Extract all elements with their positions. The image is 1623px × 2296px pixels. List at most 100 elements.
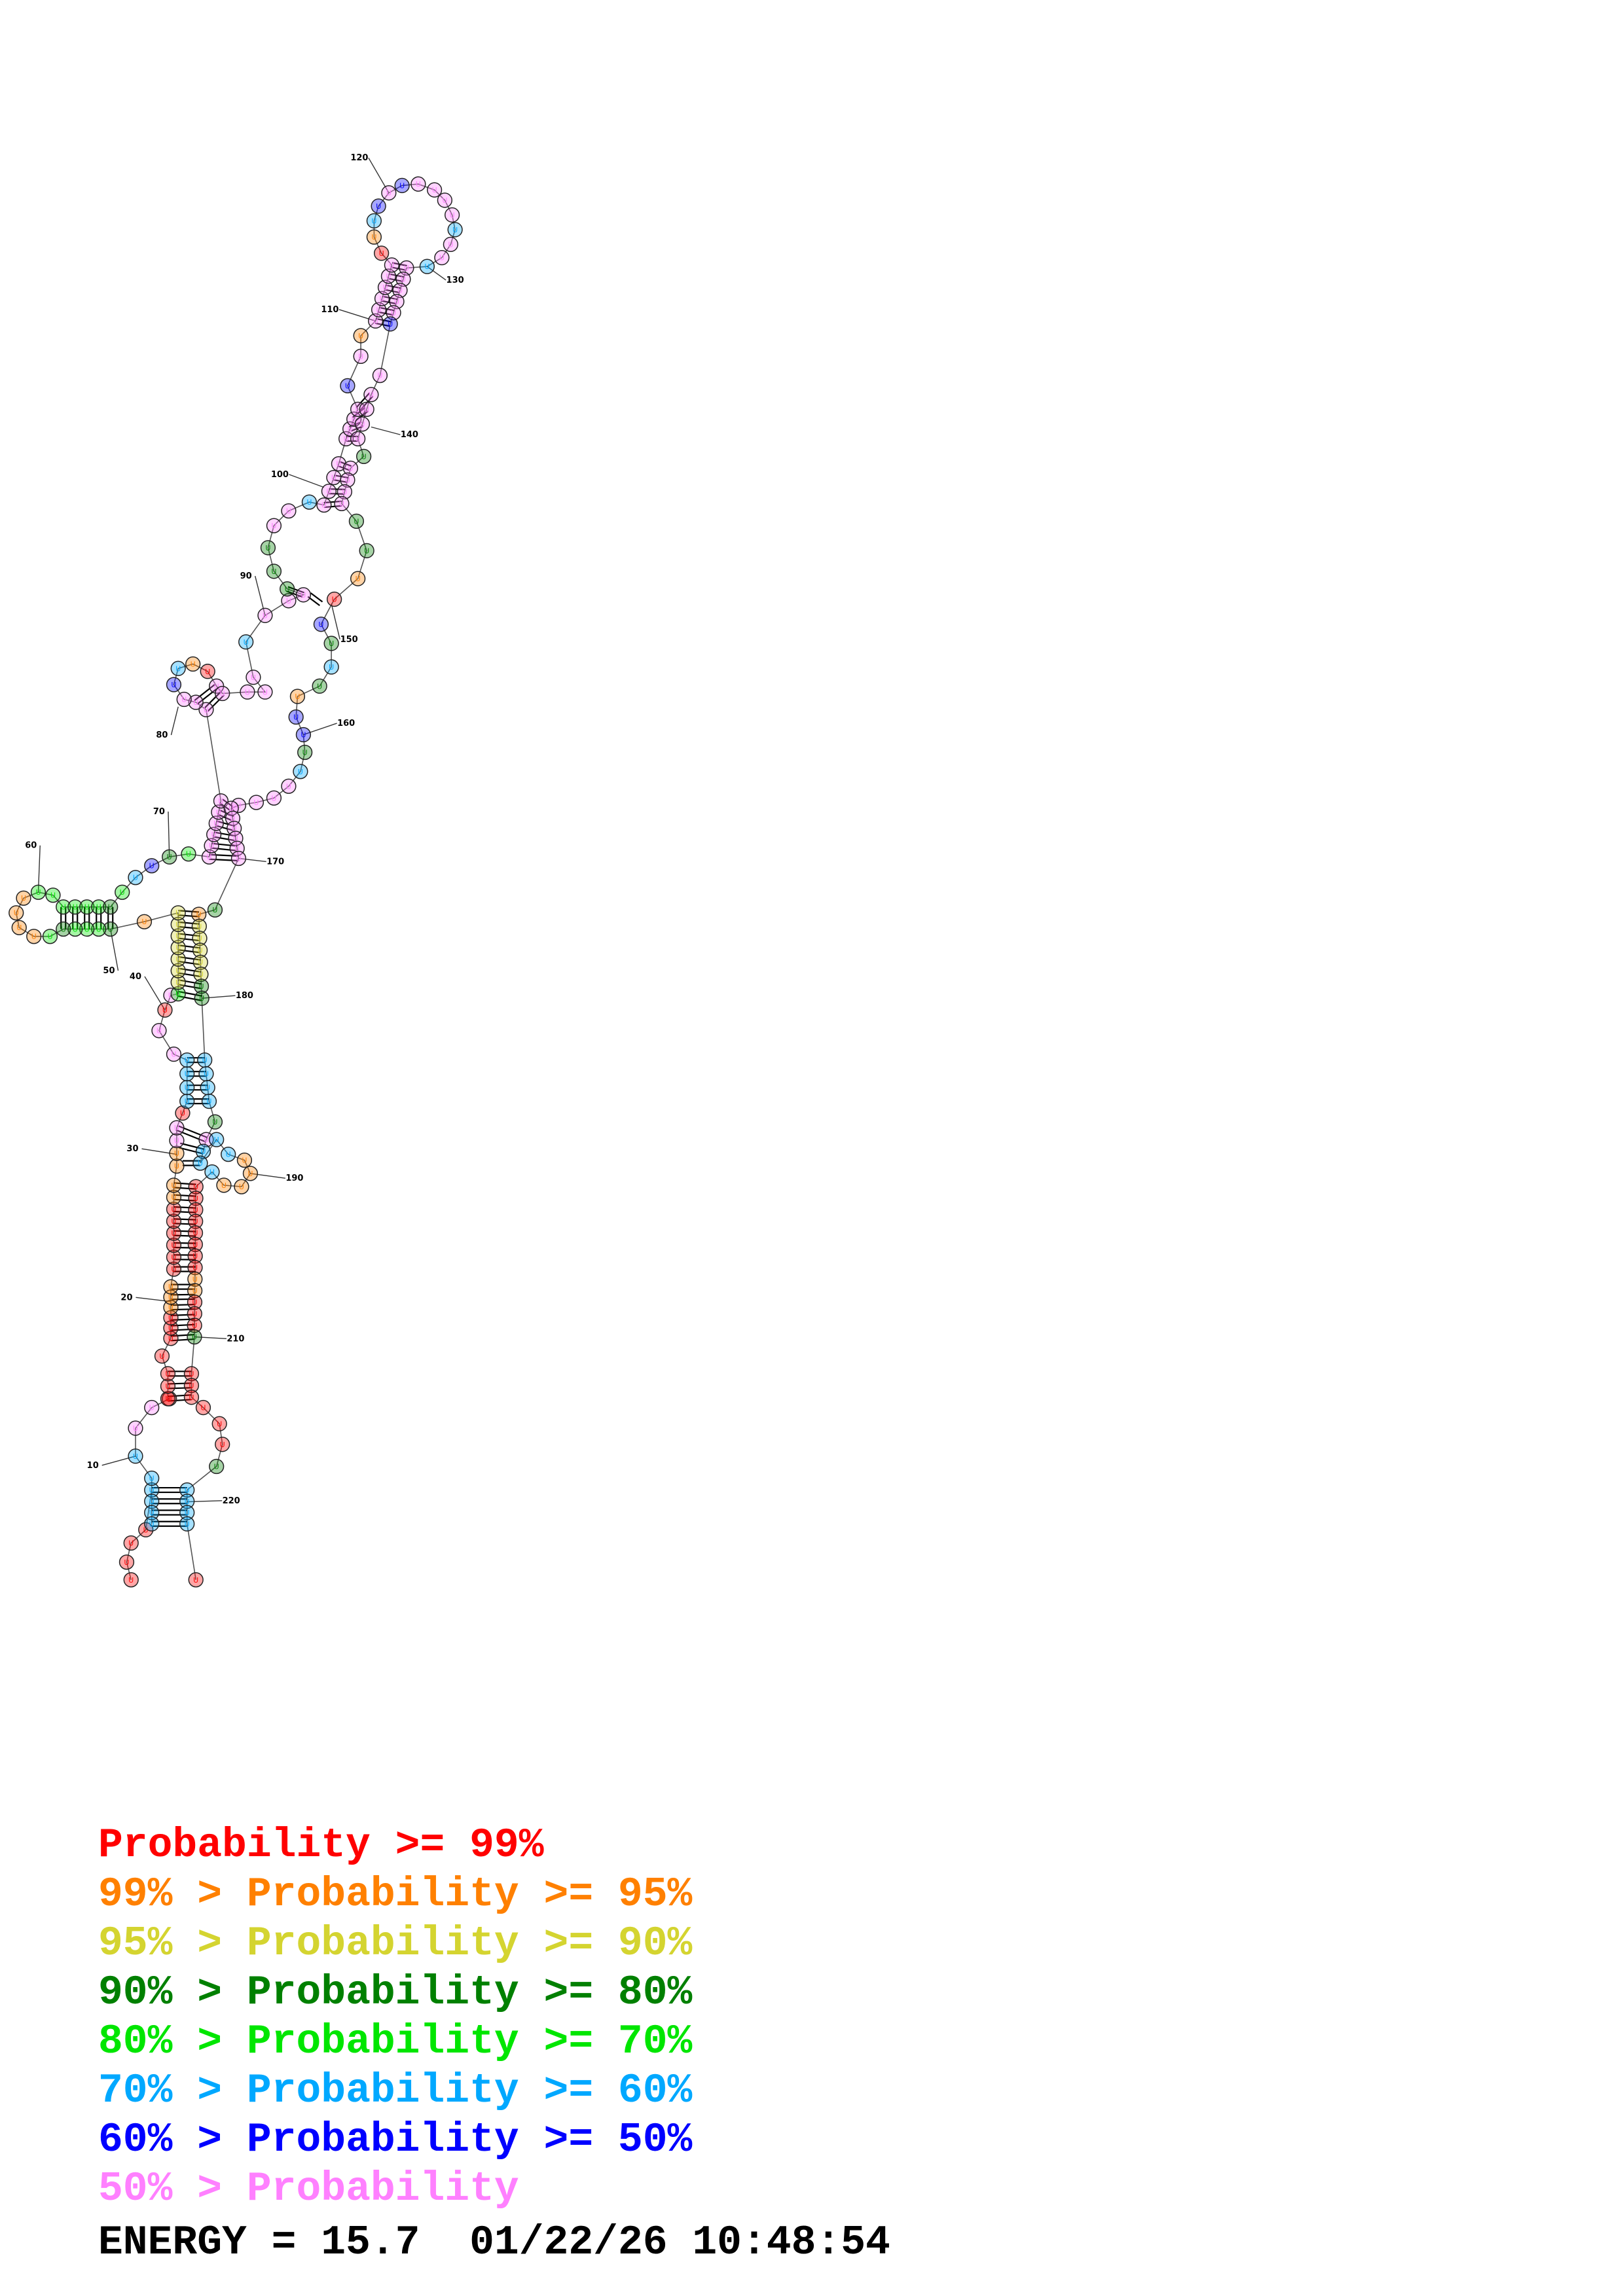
- base-pair-line: [168, 1382, 192, 1385]
- nucleotide: U: [289, 689, 306, 704]
- nucleotide-letter: U: [84, 925, 90, 933]
- nucleotide-letter: U: [171, 681, 176, 689]
- nucleotide-letter: U: [373, 317, 378, 325]
- nucleotide-letter: U: [124, 1558, 129, 1567]
- nucleotide: U: [160, 1378, 176, 1394]
- nucleotide: U: [119, 1554, 135, 1570]
- base-pair-line: [178, 956, 201, 961]
- nucleotide-circle: [179, 1494, 195, 1509]
- nucleotide-circle: [183, 1366, 200, 1382]
- nucleotide-circle: [350, 401, 366, 418]
- nucleotide-circle: [187, 1329, 202, 1345]
- nucleotide-circle: [366, 229, 382, 245]
- nucleotide-circle: [338, 431, 354, 446]
- base-pair-line: [196, 687, 219, 705]
- nucleotide-circle: [170, 928, 186, 944]
- nucleotide-circle: [419, 259, 435, 274]
- nucleotide-letter: U: [356, 405, 361, 414]
- nucleotide: U: [447, 222, 463, 238]
- nucleotide-circle: [181, 846, 196, 862]
- tick-line: [289, 474, 325, 488]
- nucleotide-letter: U: [204, 1070, 209, 1079]
- nucleotide-letter: U: [186, 850, 191, 859]
- nucleotide-letter: U: [204, 706, 209, 714]
- nucleotide: U: [169, 1158, 185, 1174]
- base-pair-line: [217, 814, 232, 821]
- nucleotide-circle: [188, 1572, 204, 1588]
- nucleotide-letter: U: [263, 611, 268, 620]
- nucleotide-letter: U: [192, 1275, 198, 1283]
- nucleotide: U: [170, 986, 186, 1002]
- base-pair-line: [209, 858, 239, 862]
- nucleotide-letter: U: [61, 925, 66, 933]
- nucleotide-letter: U: [171, 1050, 176, 1059]
- legend-prefix: 90% >: [98, 1969, 247, 2016]
- nucleotide-letter: U: [149, 1520, 155, 1528]
- nucleotide-circle: [163, 1299, 179, 1316]
- nucleotide-letter: U: [424, 262, 429, 271]
- nucleotide: U: [144, 1399, 160, 1416]
- nucleotide-circle: [216, 1177, 232, 1193]
- nucleotide: U: [160, 1366, 176, 1382]
- nucleotide: U: [382, 316, 398, 332]
- nucleotide-letter: U: [298, 768, 303, 776]
- legend-row-4: 90% > Probability >= 80%: [98, 1972, 692, 2013]
- nucleotide: U: [144, 1494, 160, 1509]
- base-pair-line: [209, 853, 239, 857]
- tick-line: [101, 1456, 136, 1466]
- nucleotide-circle: [209, 1458, 225, 1475]
- nucleotide-letter: U: [168, 1324, 173, 1333]
- nucleotide-circle: [166, 1213, 182, 1229]
- nucleotide: U: [395, 271, 411, 287]
- base-pair-line: [170, 1333, 194, 1337]
- nucleotide-letter: U: [301, 591, 306, 600]
- nucleotide: U: [187, 1236, 203, 1253]
- nucleotide: U: [374, 291, 390, 306]
- base-pair-line: [175, 1129, 206, 1143]
- nucleotide: U: [204, 1164, 220, 1180]
- base-pair-line: [194, 683, 216, 702]
- nucleotide-circle: [188, 1191, 204, 1206]
- base-pair-line: [171, 1328, 195, 1331]
- nucleotide-circle: [230, 850, 247, 867]
- nucleotide: U: [353, 328, 369, 344]
- nucleotide-letter: U: [376, 202, 381, 211]
- nucleotide-circle: [170, 963, 186, 978]
- nucleotide-letter: U: [175, 967, 181, 975]
- nucleotide-letter: U: [168, 1293, 173, 1302]
- nucleotide-circle: [248, 795, 264, 810]
- nucleotide-letter: U: [285, 585, 290, 594]
- nucleotide: U: [123, 1535, 139, 1551]
- nucleotide-letter: U: [133, 874, 138, 882]
- base-pair-line: [213, 836, 236, 842]
- nucleotide-circle: [166, 1249, 182, 1265]
- nucleotide-circle: [371, 198, 386, 214]
- nucleotide: U: [179, 1080, 195, 1096]
- nucleotide: U: [166, 1261, 182, 1277]
- nucleotide-letter: U: [120, 888, 125, 897]
- nucleotide-circle: [136, 914, 153, 929]
- nucleotide-circle: [236, 1153, 253, 1168]
- nucleotide-circle: [187, 1306, 202, 1321]
- tick-label: 140: [401, 430, 418, 440]
- nucleotide-letter: U: [245, 688, 250, 696]
- nucleotide-circle: [170, 916, 186, 933]
- nucleotide: U: [183, 1366, 200, 1382]
- base-pair-line: [359, 395, 374, 412]
- base-pair-line: [384, 289, 400, 294]
- nucleotide-circle: [144, 1482, 160, 1498]
- base-pair-line: [177, 1124, 208, 1138]
- nucleotide-letter: U: [205, 1084, 210, 1092]
- nucleotide-circle: [166, 1177, 182, 1193]
- nucleotide: U: [45, 888, 61, 903]
- nucleotide-letter: U: [318, 620, 323, 629]
- legend-prefix: 60% >: [98, 2117, 247, 2163]
- nucleotide: U: [144, 1482, 160, 1498]
- nucleotide-circle: [201, 849, 217, 865]
- nucleotide-circle: [67, 921, 83, 937]
- base-pair-line: [177, 937, 200, 942]
- nucleotide: U: [386, 305, 401, 321]
- nucleotide-circle: [340, 378, 356, 394]
- nucleotide: U: [166, 1189, 182, 1205]
- nucleotide: U: [67, 899, 83, 915]
